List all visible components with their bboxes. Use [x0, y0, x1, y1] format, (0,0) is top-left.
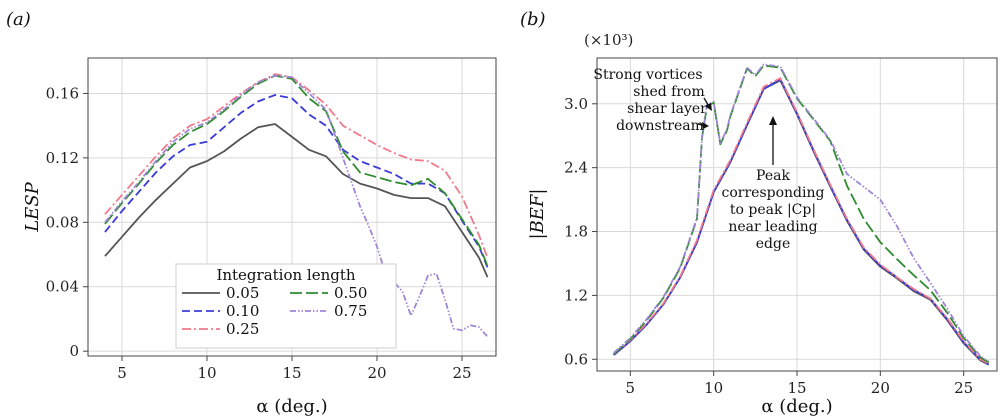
panel-b-series: [613, 63, 990, 366]
panel-b: (b) (×10³) 5 10 15 20 25 0.6 1.2 1.8 2.4 3.0 α (d…: [520, 9, 998, 417]
annotation-arrowhead-1: [702, 122, 709, 129]
legend-label-0-25: 0.25: [226, 320, 259, 338]
y-tick-label: 0.6: [564, 350, 588, 368]
legend-entries: 0.05 0.50 0.10 0.75 0.25: [182, 284, 367, 338]
legend-label-0-50: 0.50: [334, 284, 367, 302]
series-line-0-75: [104, 74, 489, 338]
y-tick-label: 0: [69, 342, 79, 360]
series-line-0-25: [613, 77, 990, 365]
x-tick-label: 15: [787, 379, 806, 397]
panel-b-annotations: Strong vortices shed from shear layer do…: [593, 67, 824, 252]
panel-b-label: (b): [520, 9, 546, 30]
panel-b-ylabel: |BEF|: [527, 189, 548, 240]
y-tick-label: 1.8: [564, 223, 588, 241]
annotation-vortices-line-4: downstream: [616, 118, 704, 134]
y-tick-label: 0.08: [46, 213, 79, 231]
panel-b-multiplier: (×10³): [584, 31, 633, 49]
panel-a-ylabel: LESP: [22, 181, 43, 232]
series-line-0-25: [104, 73, 489, 259]
y-tick-label: 1.2: [564, 286, 588, 304]
annotation-arrowhead-2: [705, 103, 712, 111]
panel-b-ticks: 5 10 15 20 25 0.6 1.2 1.8 2.4 3.0: [564, 95, 973, 397]
x-tick-label: 5: [626, 379, 636, 397]
y-tick-label: 2.4: [564, 159, 588, 177]
y-tick-label: 0.04: [46, 278, 79, 296]
legend-label-0-75: 0.75: [334, 302, 367, 320]
annotation-vortices-line-1: Strong vortices: [593, 67, 702, 83]
legend-label-0-05: 0.05: [226, 284, 259, 302]
panel-a-label: (a): [6, 9, 31, 30]
x-tick-label: 20: [367, 364, 386, 382]
x-tick-label: 5: [117, 364, 127, 382]
annotation-peak-line-3: to peak |Cp|: [730, 202, 816, 218]
x-tick-label: 10: [704, 379, 723, 397]
annotation-vortices: Strong vortices shed from shear layer do…: [593, 67, 712, 134]
annotation-vortices-line-3: shear layer: [627, 101, 707, 117]
annotation-peak-line-5: edge: [756, 236, 791, 252]
legend-box: [175, 263, 397, 349]
series-line-0-05: [104, 123, 489, 278]
series-line-0-10: [104, 94, 489, 268]
panel-a-ticks: 5 10 15 20 25 0 0.04 0.08 0.12 0.16: [46, 84, 472, 382]
annotation-vortices-line-2: shed from: [633, 84, 704, 100]
annotation-peak-line-2: corresponding: [722, 185, 825, 201]
panel-b-grid: [597, 58, 997, 371]
x-tick-label: 10: [197, 364, 216, 382]
series-line-0-50: [104, 74, 489, 267]
x-tick-label: 15: [282, 364, 301, 382]
annotation-peak: Peak corresponding to peak |Cp| near lea…: [722, 116, 825, 252]
series-line-0-10: [613, 78, 990, 366]
y-tick-label: 0.12: [46, 149, 79, 167]
legend-label-0-10: 0.10: [226, 302, 259, 320]
panel-a-legend: Integration length 0.05 0.50 0.10 0.75 0.25: [175, 263, 397, 349]
panel-a-grid: [88, 58, 496, 356]
annotation-peak-line-4: near leading: [728, 219, 817, 235]
panel-b-xlabel: α (deg.): [761, 396, 832, 417]
x-tick-label: 25: [452, 364, 471, 382]
y-tick-label: 0.16: [46, 84, 79, 102]
legend-title: Integration length: [216, 266, 355, 284]
y-tick-label: 3.0: [564, 95, 588, 113]
x-tick-label: 25: [954, 379, 973, 397]
x-tick-label: 20: [871, 379, 890, 397]
panel-a-xlabel: α (deg.): [256, 396, 327, 417]
annotation-arrowhead-3: [769, 116, 777, 125]
annotation-peak-line-1: Peak: [756, 168, 790, 184]
panel-a-series: [104, 73, 489, 338]
series-line-0-75: [613, 63, 990, 363]
